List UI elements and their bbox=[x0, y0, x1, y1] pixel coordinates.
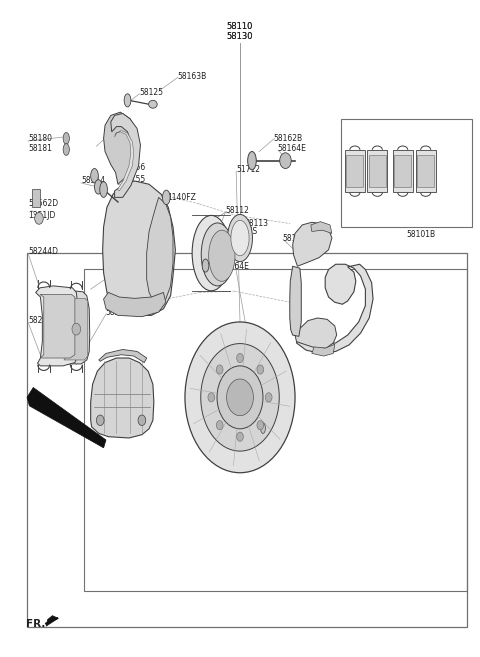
Polygon shape bbox=[147, 197, 173, 306]
Ellipse shape bbox=[100, 181, 108, 197]
Text: 58180: 58180 bbox=[28, 134, 52, 143]
Polygon shape bbox=[40, 294, 75, 358]
Polygon shape bbox=[111, 114, 141, 197]
Circle shape bbox=[201, 344, 279, 451]
Ellipse shape bbox=[192, 215, 230, 291]
Ellipse shape bbox=[248, 152, 256, 170]
Ellipse shape bbox=[149, 101, 157, 108]
Ellipse shape bbox=[91, 169, 98, 183]
Circle shape bbox=[257, 420, 264, 430]
Ellipse shape bbox=[95, 179, 102, 194]
Text: 58244C: 58244C bbox=[28, 316, 57, 325]
Circle shape bbox=[185, 322, 295, 473]
Text: 58163B: 58163B bbox=[120, 189, 149, 198]
Text: 1140FZ: 1140FZ bbox=[167, 193, 196, 202]
Text: 58164E: 58164E bbox=[277, 145, 306, 153]
Circle shape bbox=[265, 393, 272, 402]
Polygon shape bbox=[293, 222, 332, 266]
Polygon shape bbox=[417, 155, 434, 187]
Circle shape bbox=[280, 153, 291, 169]
Text: FR.: FR. bbox=[25, 618, 45, 629]
Polygon shape bbox=[416, 150, 436, 193]
Circle shape bbox=[138, 415, 146, 426]
Text: 58161B: 58161B bbox=[199, 250, 228, 260]
Polygon shape bbox=[104, 292, 166, 317]
Polygon shape bbox=[290, 266, 301, 336]
Text: 58113: 58113 bbox=[245, 219, 269, 228]
Text: 51756: 51756 bbox=[121, 164, 145, 172]
Polygon shape bbox=[369, 155, 386, 187]
Text: 58120: 58120 bbox=[104, 141, 128, 149]
Circle shape bbox=[237, 432, 243, 442]
Text: 58244D: 58244D bbox=[105, 273, 135, 282]
Text: 51755: 51755 bbox=[121, 175, 145, 183]
Circle shape bbox=[227, 379, 253, 416]
Text: 58162B: 58162B bbox=[274, 134, 302, 143]
Ellipse shape bbox=[162, 190, 170, 204]
Text: 51712: 51712 bbox=[236, 166, 260, 174]
Polygon shape bbox=[367, 150, 387, 193]
Polygon shape bbox=[345, 150, 365, 193]
Text: 58114A: 58114A bbox=[282, 233, 312, 242]
Polygon shape bbox=[393, 150, 413, 193]
Text: 58130: 58130 bbox=[227, 32, 253, 41]
Polygon shape bbox=[297, 264, 373, 353]
Ellipse shape bbox=[63, 144, 70, 156]
Text: 1220FS: 1220FS bbox=[229, 227, 258, 236]
Polygon shape bbox=[27, 388, 106, 448]
Polygon shape bbox=[347, 155, 363, 187]
Circle shape bbox=[96, 415, 104, 426]
Polygon shape bbox=[312, 344, 335, 356]
Circle shape bbox=[35, 212, 43, 224]
Text: 58101B: 58101B bbox=[407, 229, 436, 238]
Ellipse shape bbox=[261, 423, 265, 434]
Ellipse shape bbox=[63, 133, 70, 145]
Text: 58112: 58112 bbox=[226, 206, 250, 215]
Polygon shape bbox=[311, 221, 332, 233]
Polygon shape bbox=[115, 131, 134, 191]
Circle shape bbox=[72, 323, 81, 335]
Text: 58244D: 58244D bbox=[28, 246, 58, 256]
Ellipse shape bbox=[124, 94, 131, 107]
Bar bbox=[32, 189, 40, 207]
Polygon shape bbox=[36, 286, 79, 366]
Polygon shape bbox=[104, 112, 137, 184]
Polygon shape bbox=[103, 181, 175, 315]
Text: 54562D: 54562D bbox=[28, 200, 58, 208]
Polygon shape bbox=[64, 298, 88, 360]
Ellipse shape bbox=[228, 214, 252, 261]
Text: 58244C: 58244C bbox=[105, 308, 134, 317]
Polygon shape bbox=[46, 616, 58, 626]
Polygon shape bbox=[91, 358, 154, 438]
Text: 58314: 58314 bbox=[81, 177, 105, 185]
Polygon shape bbox=[99, 350, 147, 363]
Text: 58130: 58130 bbox=[227, 32, 253, 41]
Polygon shape bbox=[295, 318, 336, 348]
Circle shape bbox=[208, 393, 215, 402]
Ellipse shape bbox=[231, 220, 249, 256]
Circle shape bbox=[257, 365, 264, 374]
Circle shape bbox=[216, 365, 223, 374]
Circle shape bbox=[216, 420, 223, 430]
Text: 58110: 58110 bbox=[227, 22, 253, 32]
Text: 58164E: 58164E bbox=[221, 262, 250, 271]
Circle shape bbox=[237, 353, 243, 363]
Ellipse shape bbox=[202, 259, 209, 272]
Polygon shape bbox=[57, 290, 90, 364]
Text: 58125: 58125 bbox=[140, 88, 164, 97]
Text: 58181: 58181 bbox=[28, 145, 52, 153]
Circle shape bbox=[220, 249, 229, 261]
Ellipse shape bbox=[209, 230, 235, 281]
Text: 58163B: 58163B bbox=[178, 72, 207, 81]
Text: 58110: 58110 bbox=[227, 22, 253, 32]
Polygon shape bbox=[394, 155, 411, 187]
Text: 1351JD: 1351JD bbox=[28, 211, 55, 219]
Ellipse shape bbox=[201, 223, 234, 286]
Circle shape bbox=[217, 366, 263, 429]
